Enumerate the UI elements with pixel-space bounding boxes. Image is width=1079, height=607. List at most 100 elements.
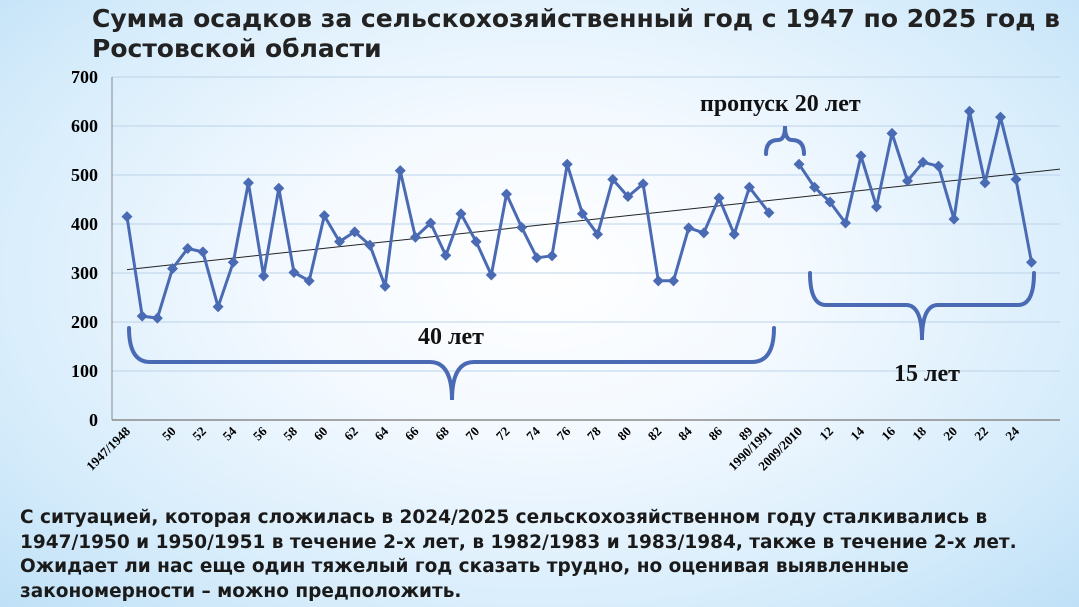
data-point (470, 236, 482, 248)
x-tick-label: 68 (432, 423, 452, 443)
data-point (793, 158, 805, 170)
data-point (576, 208, 588, 220)
y-tick-label: 300 (71, 263, 98, 283)
data-point (1026, 256, 1037, 268)
x-tick-label: 12 (816, 424, 836, 444)
data-point (303, 275, 315, 287)
data-point (607, 173, 619, 185)
data-point (501, 188, 512, 200)
x-axis-ticks: 1947/1948 50 52 54 56 58 60 62 64 66 68 70 72 74 76 78 8… (83, 423, 1022, 473)
x-tick-label: 58 (280, 423, 300, 443)
data-point (886, 127, 898, 139)
data-point (979, 177, 991, 189)
series-line-segment (125, 162, 771, 320)
data-point (136, 310, 148, 322)
data-point (242, 177, 254, 189)
data-point (933, 160, 944, 172)
trendline-segment (126, 168, 1061, 271)
data-point (995, 111, 1006, 123)
x-tick-label: 82 (645, 424, 665, 444)
data-point (167, 263, 179, 275)
x-tick-label: 72 (493, 424, 513, 444)
data-point (349, 226, 361, 238)
y-tick-label: 500 (71, 165, 98, 185)
data-point (212, 301, 224, 313)
y-tick-label: 200 (71, 312, 98, 332)
x-tick-label: 54 (220, 423, 240, 443)
trendline (126, 168, 1061, 271)
x-axis (111, 77, 1060, 421)
x-tick-label: 52 (189, 424, 209, 444)
data-point (288, 267, 300, 279)
data-point (364, 239, 376, 251)
precipitation-chart: 0 100 200 300 400 500 600 700 1947/1948 50 52 54 56… (71, 67, 1061, 473)
x-tick-label: 50 (159, 424, 179, 444)
data-point (667, 275, 679, 287)
data-point (698, 227, 710, 239)
x-tick-label: 62 (341, 424, 361, 444)
data-point (516, 221, 528, 233)
x-tick-label: 14 (847, 423, 867, 443)
data-point (531, 252, 543, 264)
series-line (121, 105, 1037, 324)
y-tick-label: 400 (71, 214, 98, 234)
data-point (273, 182, 285, 194)
data-point (622, 191, 634, 203)
annotation-brackets (127, 125, 1036, 401)
data-point (964, 105, 975, 117)
grid-lines (112, 76, 1060, 421)
data-point (318, 210, 330, 222)
data-point (592, 228, 604, 240)
data-point (334, 236, 346, 248)
data-point (902, 175, 913, 187)
x-tick-label: 70 (462, 424, 482, 444)
data-point (728, 228, 740, 240)
data-point (440, 249, 452, 261)
annotation-gap: пропуск 20 лет (700, 91, 861, 117)
x-tick-label: 76 (554, 423, 574, 443)
data-point (546, 250, 558, 262)
data-point (379, 280, 391, 292)
x-tick-label: 56 (250, 423, 270, 443)
data-point (121, 211, 133, 223)
x-tick-label: 66 (402, 423, 422, 443)
x-tick-label: 22 (971, 424, 991, 444)
x-tick-label: 74 (523, 423, 543, 443)
data-point (227, 256, 239, 268)
data-point (182, 243, 194, 254)
data-point (840, 217, 851, 229)
annotation-15-years: 15 лет (894, 361, 960, 387)
x-tick-label: 24 (1002, 423, 1022, 443)
data-point (637, 178, 649, 190)
bracket-gap (764, 125, 806, 156)
data-point (652, 275, 664, 287)
y-axis-ticks: 0 100 200 300 400 500 600 700 (71, 67, 98, 430)
bracket-15-years (808, 271, 1036, 341)
x-tick-label: 20 (940, 424, 960, 444)
data-point (485, 269, 497, 281)
annotation-40-years: 40 лет (418, 324, 484, 350)
data-point (455, 208, 467, 220)
data-point (824, 196, 836, 208)
x-tick-label: 78 (584, 423, 604, 443)
data-point (394, 165, 406, 177)
data-point (871, 201, 882, 213)
series-line-segment (797, 109, 1033, 263)
data-point (1010, 173, 1022, 185)
data-point (683, 222, 695, 234)
x-tick-label: 16 (878, 423, 898, 443)
y-tick-label: 100 (71, 361, 98, 381)
y-tick-label: 0 (89, 410, 98, 430)
data-point (763, 207, 775, 219)
x-tick-label: 84 (675, 423, 695, 443)
footer-text: С ситуацией, которая сложилась в 2024/20… (20, 507, 1017, 602)
data-point (258, 270, 270, 282)
data-point (713, 192, 725, 204)
x-tick-label: 86 (705, 423, 725, 443)
annotations: 40 лет пропуск 20 лет 15 лет (418, 91, 960, 387)
bracket-40-years (127, 326, 776, 401)
data-point (409, 231, 421, 243)
data-point (151, 312, 163, 324)
y-tick-label: 700 (71, 67, 98, 87)
data-point (809, 181, 820, 193)
